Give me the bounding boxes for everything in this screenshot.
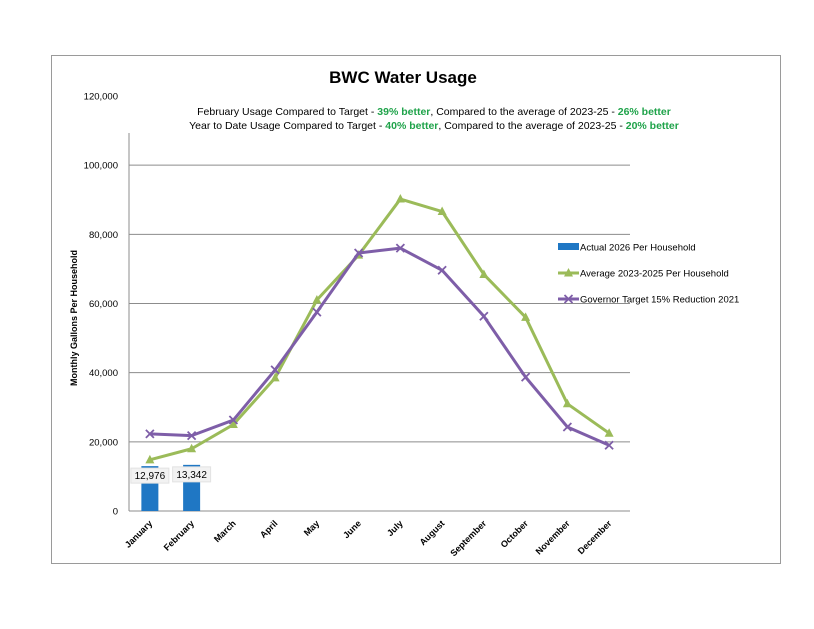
y-axis-ticks: 0 20,000 40,000 60,000 80,000 100,000 120,000: [84, 92, 118, 518]
x-tick-label: April: [258, 518, 280, 540]
point-marker: [395, 194, 405, 203]
y-tick-label: 80,000: [89, 230, 118, 241]
point-marker: [186, 430, 197, 441]
point-marker: [270, 365, 280, 375]
x-tick-label: October: [499, 518, 531, 550]
legend-label: Average 2023-2025 Per Household: [580, 269, 729, 280]
point-marker: [312, 307, 322, 317]
legend-marker: [563, 294, 574, 304]
chart-frame: BWC Water Usage February Usage Compared …: [51, 55, 781, 564]
x-tick-label: January: [123, 518, 154, 549]
x-tick-label: September: [448, 518, 488, 558]
legend-label: Governor Target 15% Reduction 2021: [580, 295, 739, 306]
x-tick-label: May: [302, 518, 321, 537]
point-marker: [521, 312, 531, 321]
data-label: 13,342: [176, 470, 207, 481]
x-tick-label: June: [341, 518, 363, 540]
point-marker: [145, 429, 155, 439]
line-series: [145, 194, 614, 464]
point-marker: [562, 398, 572, 408]
point-marker: [395, 243, 406, 253]
y-tick-label: 20,000: [89, 437, 118, 448]
x-tick-label: August: [418, 518, 447, 547]
point-marker: [353, 248, 364, 258]
data-label: 12,976: [135, 471, 166, 482]
gridlines: [128, 133, 630, 512]
annotation-line-year-to-date: Year to Date Usage Compared to Target - …: [189, 120, 679, 132]
x-tick-label: March: [212, 518, 238, 544]
x-tick-label: July: [385, 518, 405, 538]
point-marker: [604, 440, 614, 450]
series-line: [149, 197, 610, 462]
data-labels: 12,976 13,342: [130, 466, 212, 484]
point-marker: [145, 454, 155, 464]
point-marker: [228, 415, 239, 425]
legend-label: Actual 2026 Per Household: [580, 243, 696, 254]
point-marker: [270, 372, 280, 382]
y-axis-label: Monthly Gallons Per Household: [69, 250, 79, 386]
x-tick-label: February: [162, 518, 196, 552]
point-marker: [520, 372, 531, 382]
point-marker: [437, 206, 447, 216]
point-marker: [479, 269, 489, 278]
x-tick-label: November: [534, 518, 573, 557]
y-tick-label: 0: [113, 507, 118, 518]
point-marker: [562, 422, 573, 432]
y-tick-label: 100,000: [84, 161, 118, 172]
y-tick-label: 120,000: [84, 92, 118, 103]
x-tick-label: December: [576, 518, 614, 556]
point-marker: [228, 419, 238, 429]
data-label-box: [172, 466, 212, 483]
chart-canvas: BWC Water Usage February Usage Compared …: [69, 68, 739, 558]
series-line: [149, 246, 610, 447]
chart-title: BWC Water Usage: [329, 68, 477, 87]
point-marker: [479, 311, 489, 321]
y-tick-label: 60,000: [89, 299, 118, 310]
legend: Actual 2026 Per Household Average 2023-20…: [558, 243, 739, 306]
point-marker: [437, 265, 447, 275]
point-marker: [187, 443, 197, 453]
x-axis-ticks: January February March April May June July Augu…: [123, 518, 614, 558]
legend-swatch: [558, 243, 579, 250]
annotation-line-february: February Usage Compared to Target - 39% …: [197, 106, 671, 118]
point-marker: [312, 295, 322, 304]
data-label-box: [130, 467, 170, 484]
y-tick-label: 40,000: [89, 368, 118, 379]
point-marker: [604, 428, 614, 437]
legend-marker: [564, 268, 573, 277]
